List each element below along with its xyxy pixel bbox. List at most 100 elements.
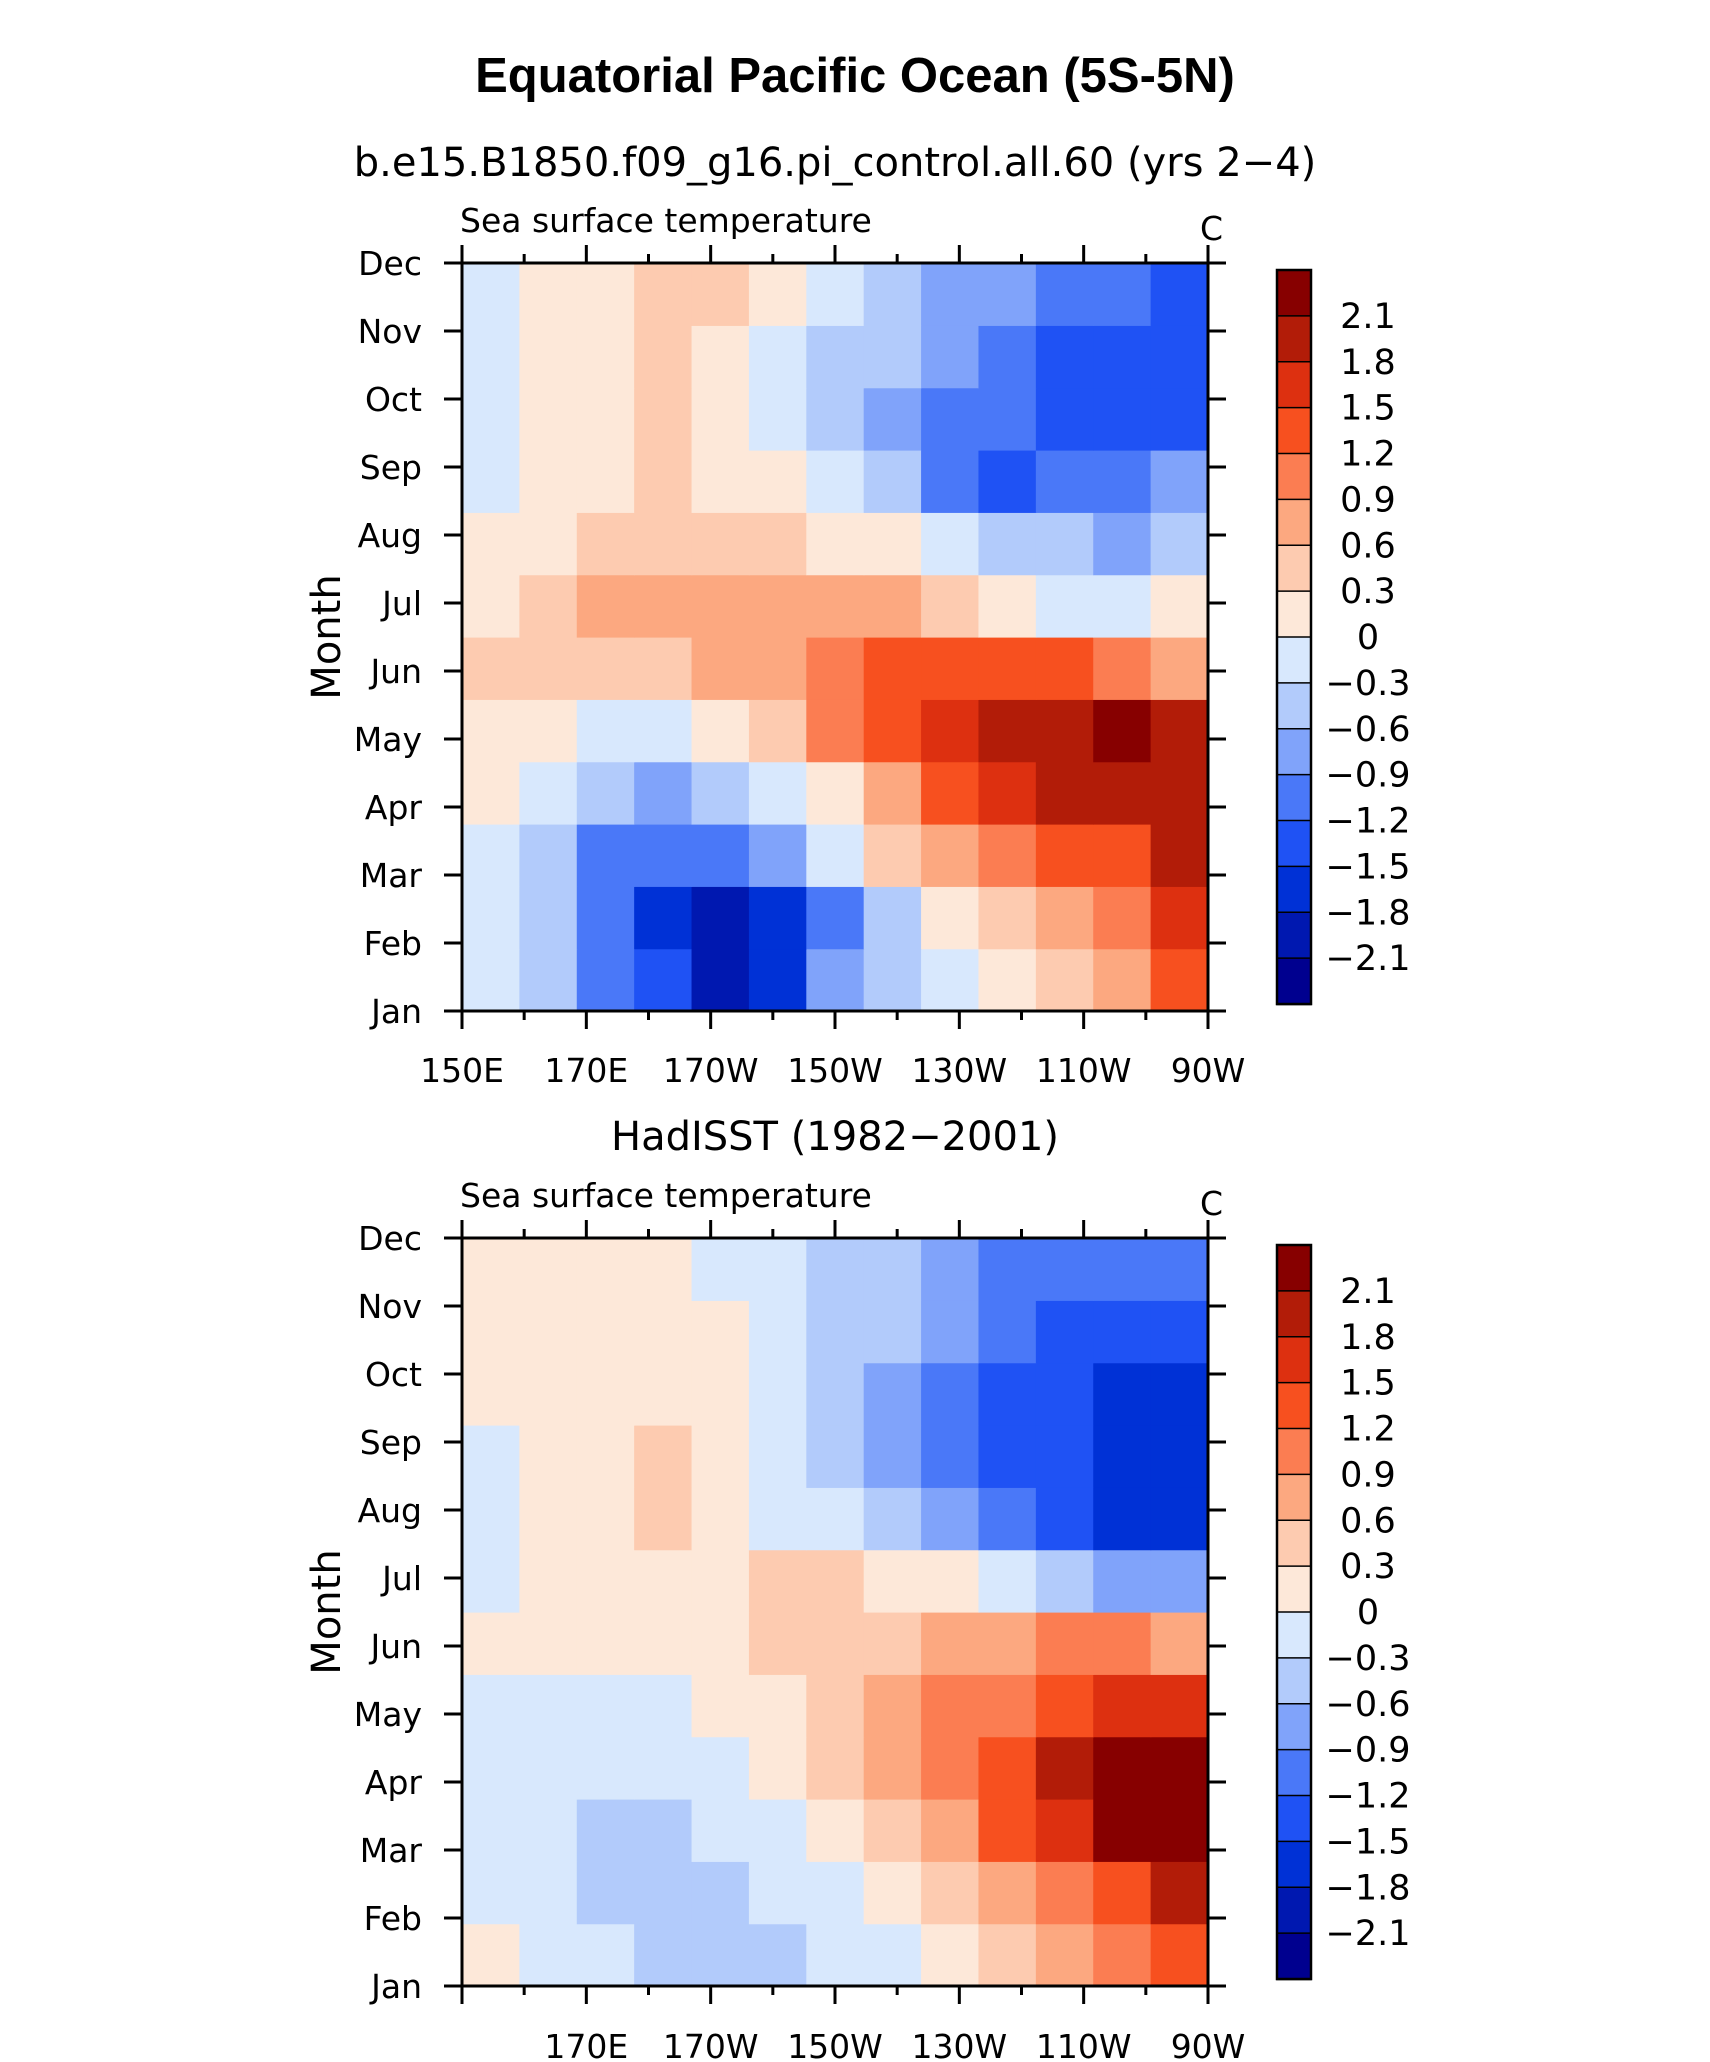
heatmap-cell bbox=[634, 512, 693, 576]
heatmap-cell bbox=[978, 1799, 1037, 1862]
heatmap-cell bbox=[978, 1736, 1037, 1800]
variable-label: Sea surface temperature bbox=[460, 201, 872, 240]
colorbar-swatch bbox=[1276, 590, 1312, 639]
heatmap-cell bbox=[748, 1799, 807, 1862]
colorbar-label: 0.3 bbox=[1340, 1547, 1396, 1587]
heatmap-cell bbox=[1093, 948, 1152, 1012]
heatmap-cell bbox=[1150, 1736, 1209, 1800]
heatmap-cell bbox=[863, 1736, 922, 1800]
colorbar-label: −0.9 bbox=[1326, 756, 1411, 796]
x-tick-label: 170W bbox=[663, 2027, 759, 2062]
heatmap-cell bbox=[978, 1861, 1037, 1925]
y-tick-label: Jan bbox=[369, 992, 422, 1031]
colorbar-swatch bbox=[1276, 1932, 1312, 1981]
colorbar-swatch bbox=[1276, 1519, 1312, 1568]
heatmap-cell bbox=[576, 1549, 635, 1613]
heatmap-cell bbox=[1150, 699, 1209, 763]
colorbar-swatch bbox=[1276, 1565, 1312, 1614]
heatmap-cell bbox=[806, 1549, 865, 1613]
heatmap-cell bbox=[462, 1861, 520, 1925]
y-tick-label: Feb bbox=[364, 924, 422, 963]
heatmap-cell bbox=[1035, 574, 1094, 638]
colorbar-swatch bbox=[1276, 865, 1312, 914]
heatmap-cell bbox=[634, 1674, 693, 1738]
y-tick-label: Jul bbox=[380, 1559, 422, 1598]
heatmap-cell bbox=[806, 948, 865, 1012]
heatmap-cell bbox=[462, 1799, 520, 1862]
heatmap-cell bbox=[1150, 824, 1209, 887]
heatmap-cell bbox=[863, 1861, 922, 1925]
heatmap-cell bbox=[921, 886, 980, 950]
heatmap-cell bbox=[462, 325, 520, 389]
heatmap-cell bbox=[806, 1861, 865, 1925]
heatmap-cell bbox=[634, 325, 693, 389]
heatmap-cell bbox=[1150, 325, 1209, 389]
heatmap-cell bbox=[1150, 886, 1209, 950]
panels: Jan Feb Mar Apr May Jun Jul Aug Sep Oct Nov Dec 150E… bbox=[304, 140, 1411, 2062]
colorbar-label: −0.3 bbox=[1326, 1639, 1411, 1679]
heatmap-cell bbox=[1093, 325, 1152, 389]
colorbar-swatch bbox=[1276, 406, 1312, 455]
heatmap-cell bbox=[1150, 1549, 1209, 1613]
heatmap-cell bbox=[863, 886, 922, 950]
heatmap-cell bbox=[691, 1799, 750, 1862]
heatmap-cell bbox=[806, 637, 865, 700]
heatmap-cell bbox=[863, 637, 922, 700]
heatmap-cell bbox=[1035, 1736, 1094, 1800]
colorbar-swatch bbox=[1276, 1794, 1312, 1843]
heatmap-cell bbox=[1150, 1861, 1209, 1925]
heatmap-cell bbox=[978, 1362, 1037, 1426]
panel-title: b.e15.B1850.f09_g16.pi_control.all.60 (y… bbox=[354, 140, 1317, 186]
heatmap-cell bbox=[806, 450, 865, 513]
heatmap-cell bbox=[1150, 637, 1209, 700]
heatmap-cell bbox=[1093, 512, 1152, 576]
heatmap-cell bbox=[462, 886, 520, 950]
heatmap-cell bbox=[748, 1238, 807, 1301]
heatmap-cell bbox=[748, 1300, 807, 1364]
heatmap-cell bbox=[519, 325, 578, 389]
heatmap-cell bbox=[576, 450, 635, 513]
heatmap-cell bbox=[691, 574, 750, 638]
heatmap-cell bbox=[634, 637, 693, 700]
heatmap-cell bbox=[978, 450, 1037, 513]
heatmap-cell bbox=[691, 263, 750, 326]
heatmap-cell bbox=[1093, 761, 1152, 825]
heatmap-cell bbox=[519, 1612, 578, 1675]
heatmap-cell bbox=[806, 512, 865, 576]
heatmap-cell bbox=[634, 1861, 693, 1925]
heatmap-cell bbox=[691, 824, 750, 887]
heatmap-cell bbox=[1035, 1487, 1094, 1551]
heatmap-cell bbox=[978, 1674, 1037, 1738]
heatmap-cell bbox=[978, 886, 1037, 950]
heatmap-cell bbox=[1150, 1923, 1209, 1987]
heatmap-cell bbox=[462, 263, 520, 326]
heatmap-cell bbox=[1093, 1674, 1152, 1738]
heatmap-cell bbox=[978, 761, 1037, 825]
heatmap-cell bbox=[1035, 1612, 1094, 1675]
colorbar-label: 0.6 bbox=[1340, 1501, 1396, 1541]
heatmap-cell bbox=[1093, 450, 1152, 513]
colorbar-swatch bbox=[1276, 1840, 1312, 1889]
heatmap-cell bbox=[863, 1674, 922, 1738]
heatmap-cell bbox=[1093, 1300, 1152, 1364]
heatmap-cell bbox=[519, 948, 578, 1012]
heatmap-cell bbox=[691, 1923, 750, 1987]
heatmap-cell bbox=[691, 1612, 750, 1675]
heatmap bbox=[462, 1238, 1209, 1987]
heatmap-cell bbox=[634, 886, 693, 950]
heatmap-cell bbox=[1150, 1799, 1209, 1862]
heatmap-cell bbox=[921, 387, 980, 451]
heatmap-cell bbox=[576, 387, 635, 451]
heatmap-cell bbox=[519, 637, 578, 700]
heatmap-cell bbox=[921, 637, 980, 700]
heatmap-cell bbox=[1150, 387, 1209, 451]
heatmap-cell bbox=[863, 1425, 922, 1488]
heatmap-cell bbox=[806, 824, 865, 887]
x-tick-label: 110W bbox=[1036, 1051, 1132, 1090]
panel-2: Jan Feb Mar Apr May Jun Jul Aug Sep Oct Nov Dec 170E… bbox=[304, 1114, 1411, 2062]
heatmap-cell bbox=[863, 574, 922, 638]
heatmap-cell bbox=[634, 824, 693, 887]
colorbar-label: −1.8 bbox=[1326, 1868, 1411, 1908]
heatmap-cell bbox=[634, 1238, 693, 1301]
heatmap-cell bbox=[863, 1612, 922, 1675]
